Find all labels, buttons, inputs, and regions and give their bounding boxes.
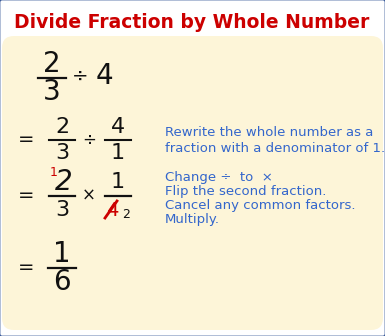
Text: =: =: [18, 258, 34, 278]
Text: =: =: [18, 186, 34, 206]
Text: Change ÷  to  ×: Change ÷ to ×: [165, 171, 273, 184]
Text: ×: ×: [82, 187, 96, 205]
Text: fraction with a denominator of 1.: fraction with a denominator of 1.: [165, 141, 385, 155]
Text: Flip the second fraction.: Flip the second fraction.: [165, 185, 326, 199]
Text: 2: 2: [55, 117, 69, 137]
Text: 3: 3: [43, 78, 61, 106]
Text: ÷: ÷: [72, 67, 88, 85]
FancyBboxPatch shape: [2, 36, 383, 330]
Text: Rewrite the whole number as a: Rewrite the whole number as a: [165, 126, 373, 138]
Text: 4: 4: [111, 117, 125, 137]
Text: =: =: [18, 130, 34, 150]
Text: Divide Fraction by Whole Number: Divide Fraction by Whole Number: [14, 13, 370, 33]
Text: 2: 2: [43, 50, 61, 78]
Text: 4: 4: [95, 62, 113, 90]
Text: Multiply.: Multiply.: [165, 213, 220, 226]
Text: 3: 3: [55, 200, 69, 220]
Text: 2: 2: [122, 209, 130, 221]
Text: 3: 3: [55, 143, 69, 163]
Text: ÷: ÷: [82, 131, 96, 149]
Text: 1: 1: [50, 166, 58, 178]
Text: 6: 6: [53, 268, 71, 296]
Text: Cancel any common factors.: Cancel any common factors.: [165, 200, 355, 212]
Text: 2: 2: [55, 168, 73, 196]
Text: 1: 1: [111, 143, 125, 163]
Text: 1: 1: [111, 172, 125, 192]
Text: 4: 4: [106, 201, 118, 219]
Text: 1: 1: [53, 240, 71, 268]
